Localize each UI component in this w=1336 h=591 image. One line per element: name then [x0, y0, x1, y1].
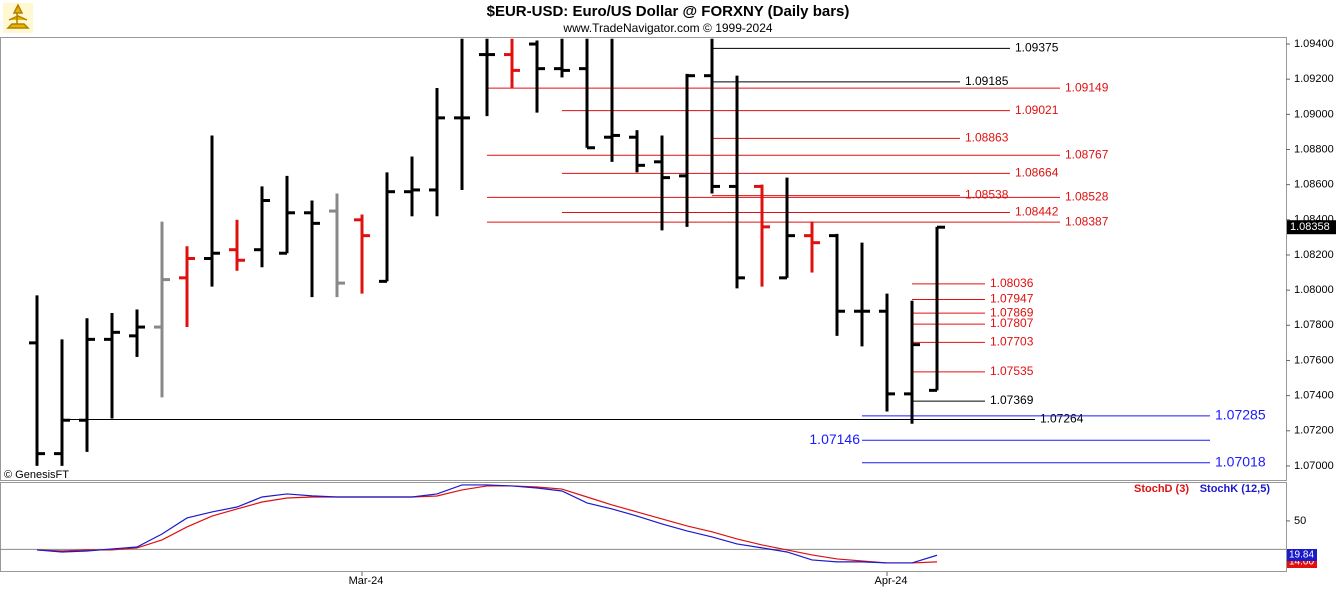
level-label: 1.07285: [1215, 407, 1266, 423]
level-label: 1.09185: [965, 74, 1009, 88]
level-label: 1.07146: [809, 431, 860, 447]
level-label: 1.09021: [1015, 103, 1059, 117]
level-label: 1.07264: [1040, 412, 1084, 426]
stoch-line: [36, 484, 938, 564]
y-tick-label: 1.08000: [1294, 284, 1334, 296]
value-label: 14.00: [1289, 557, 1314, 568]
level-label: 1.07369: [990, 393, 1034, 407]
level-label: 1.08528: [1065, 189, 1109, 203]
chart-title: $EUR-USD: Euro/US Dollar @ FORXNY (Daily…: [487, 3, 850, 20]
level-label: 1.09375: [1015, 41, 1059, 55]
y-tick-label: 1.09200: [1294, 73, 1334, 85]
logo-icon: [6, 3, 30, 29]
y-tick-label: 1.07400: [1294, 390, 1334, 402]
chart-subtitle: www.TradeNavigator.com © 1999-2024: [562, 21, 772, 35]
level-label: 1.07869: [990, 305, 1034, 319]
y-tick-label: 1.07200: [1294, 425, 1334, 437]
y-tick-label: 1.08200: [1294, 249, 1334, 261]
logo: [3, 3, 33, 33]
y-tick-label: 1.07800: [1294, 319, 1334, 331]
level-label: 1.08767: [1065, 147, 1109, 161]
source: © GenesisFT: [4, 469, 69, 481]
y-tick-label: 1.09000: [1294, 108, 1334, 120]
y-tick-label: 1.08800: [1294, 143, 1334, 155]
y-tick-label: 50: [1294, 515, 1306, 527]
x-tick-label: Apr-24: [874, 575, 907, 587]
level-label: 1.07947: [990, 292, 1034, 306]
level-label: 1.08863: [965, 131, 1009, 145]
level-label: 1.09149: [1065, 80, 1109, 94]
level-label: 1.07535: [990, 364, 1034, 378]
level-label: 1.08387: [1065, 214, 1109, 228]
indicator-panel-border: [0, 482, 1287, 572]
level-label: 1.08664: [1015, 166, 1059, 180]
value-box: [1287, 549, 1317, 561]
legend-entry: StochD (3): [1134, 483, 1189, 495]
y-tick-label: 1.09400: [1294, 38, 1334, 50]
price-panel-border: [0, 37, 1287, 481]
y-tick-label: 1.07000: [1294, 460, 1334, 472]
y-tick-label: 1.08600: [1294, 179, 1334, 191]
value-label: 19.84: [1289, 550, 1314, 561]
level-label: 1.07703: [990, 335, 1034, 349]
last-price-label: 1.08358: [1290, 221, 1330, 233]
legend-entry: StochK (12,5): [1200, 483, 1271, 495]
x-tick-label: Mar-24: [349, 575, 384, 587]
level-label: 1.08442: [1015, 205, 1059, 219]
level-label: 1.08036: [990, 276, 1034, 290]
last-price-box: [1287, 220, 1336, 235]
y-tick-label: 1.07600: [1294, 354, 1334, 366]
stoch-line: [36, 485, 938, 564]
level-label: 1.07018: [1215, 453, 1266, 469]
level-label: 1.07807: [990, 316, 1034, 330]
level-label: 1.08538: [965, 188, 1009, 202]
